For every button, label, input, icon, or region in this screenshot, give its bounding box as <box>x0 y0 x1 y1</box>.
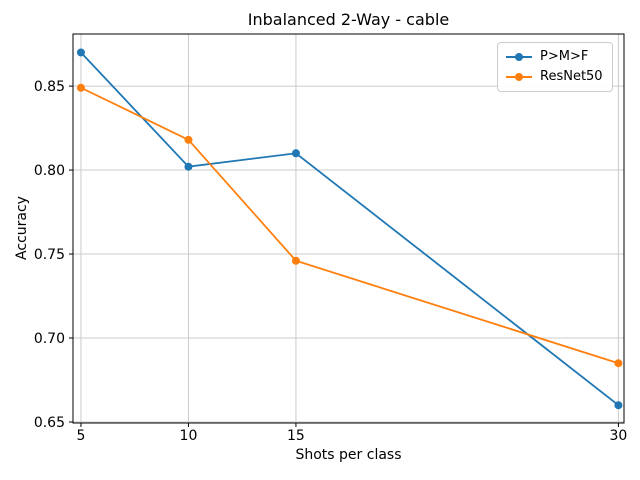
data-point-marker <box>184 162 193 171</box>
data-point-marker <box>291 256 300 265</box>
axes-frame <box>72 33 625 424</box>
axis-ticks <box>69 85 619 427</box>
legend: P>M>F ResNet50 <box>497 42 613 92</box>
data-series <box>76 48 623 410</box>
y-axis-label: Accuracy <box>14 196 30 260</box>
x-tick-label: 15 <box>287 428 305 444</box>
data-point-marker <box>291 149 300 158</box>
x-tick-label: 5 <box>76 428 85 444</box>
series-line-1 <box>80 86 620 365</box>
legend-line-marker-icon <box>506 72 532 82</box>
gridlines <box>73 34 624 423</box>
x-axis-label: Shots per class <box>295 447 402 463</box>
legend-item-resnet50: ResNet50 <box>506 67 603 87</box>
chart-title: Inbalanced 2-Way - cable <box>247 10 450 29</box>
y-tick-label: 0.85 <box>34 79 65 95</box>
legend-item-pmf: P>M>F <box>506 47 603 67</box>
x-tick-label: 10 <box>180 428 198 444</box>
data-point-marker <box>184 135 193 144</box>
series-line-0 <box>80 51 620 407</box>
y-tick-label: 0.70 <box>34 331 65 347</box>
data-point-marker <box>614 359 623 368</box>
legend-label: P>M>F <box>540 49 589 64</box>
y-tick-label: 0.80 <box>34 163 65 179</box>
data-point-marker <box>76 83 85 92</box>
x-tick-label: 30 <box>609 428 627 444</box>
data-point-marker <box>614 401 623 410</box>
y-tick-label: 0.75 <box>34 247 65 263</box>
y-tick-label: 0.65 <box>34 415 65 431</box>
axes-border <box>72 33 625 424</box>
data-point-marker <box>76 48 85 57</box>
axis-tick-labels: 5 10 15 30 0.65 0.70 0.75 0.80 0.85 <box>34 79 627 444</box>
legend-label: ResNet50 <box>540 69 603 84</box>
legend-line-marker-icon <box>506 52 532 62</box>
